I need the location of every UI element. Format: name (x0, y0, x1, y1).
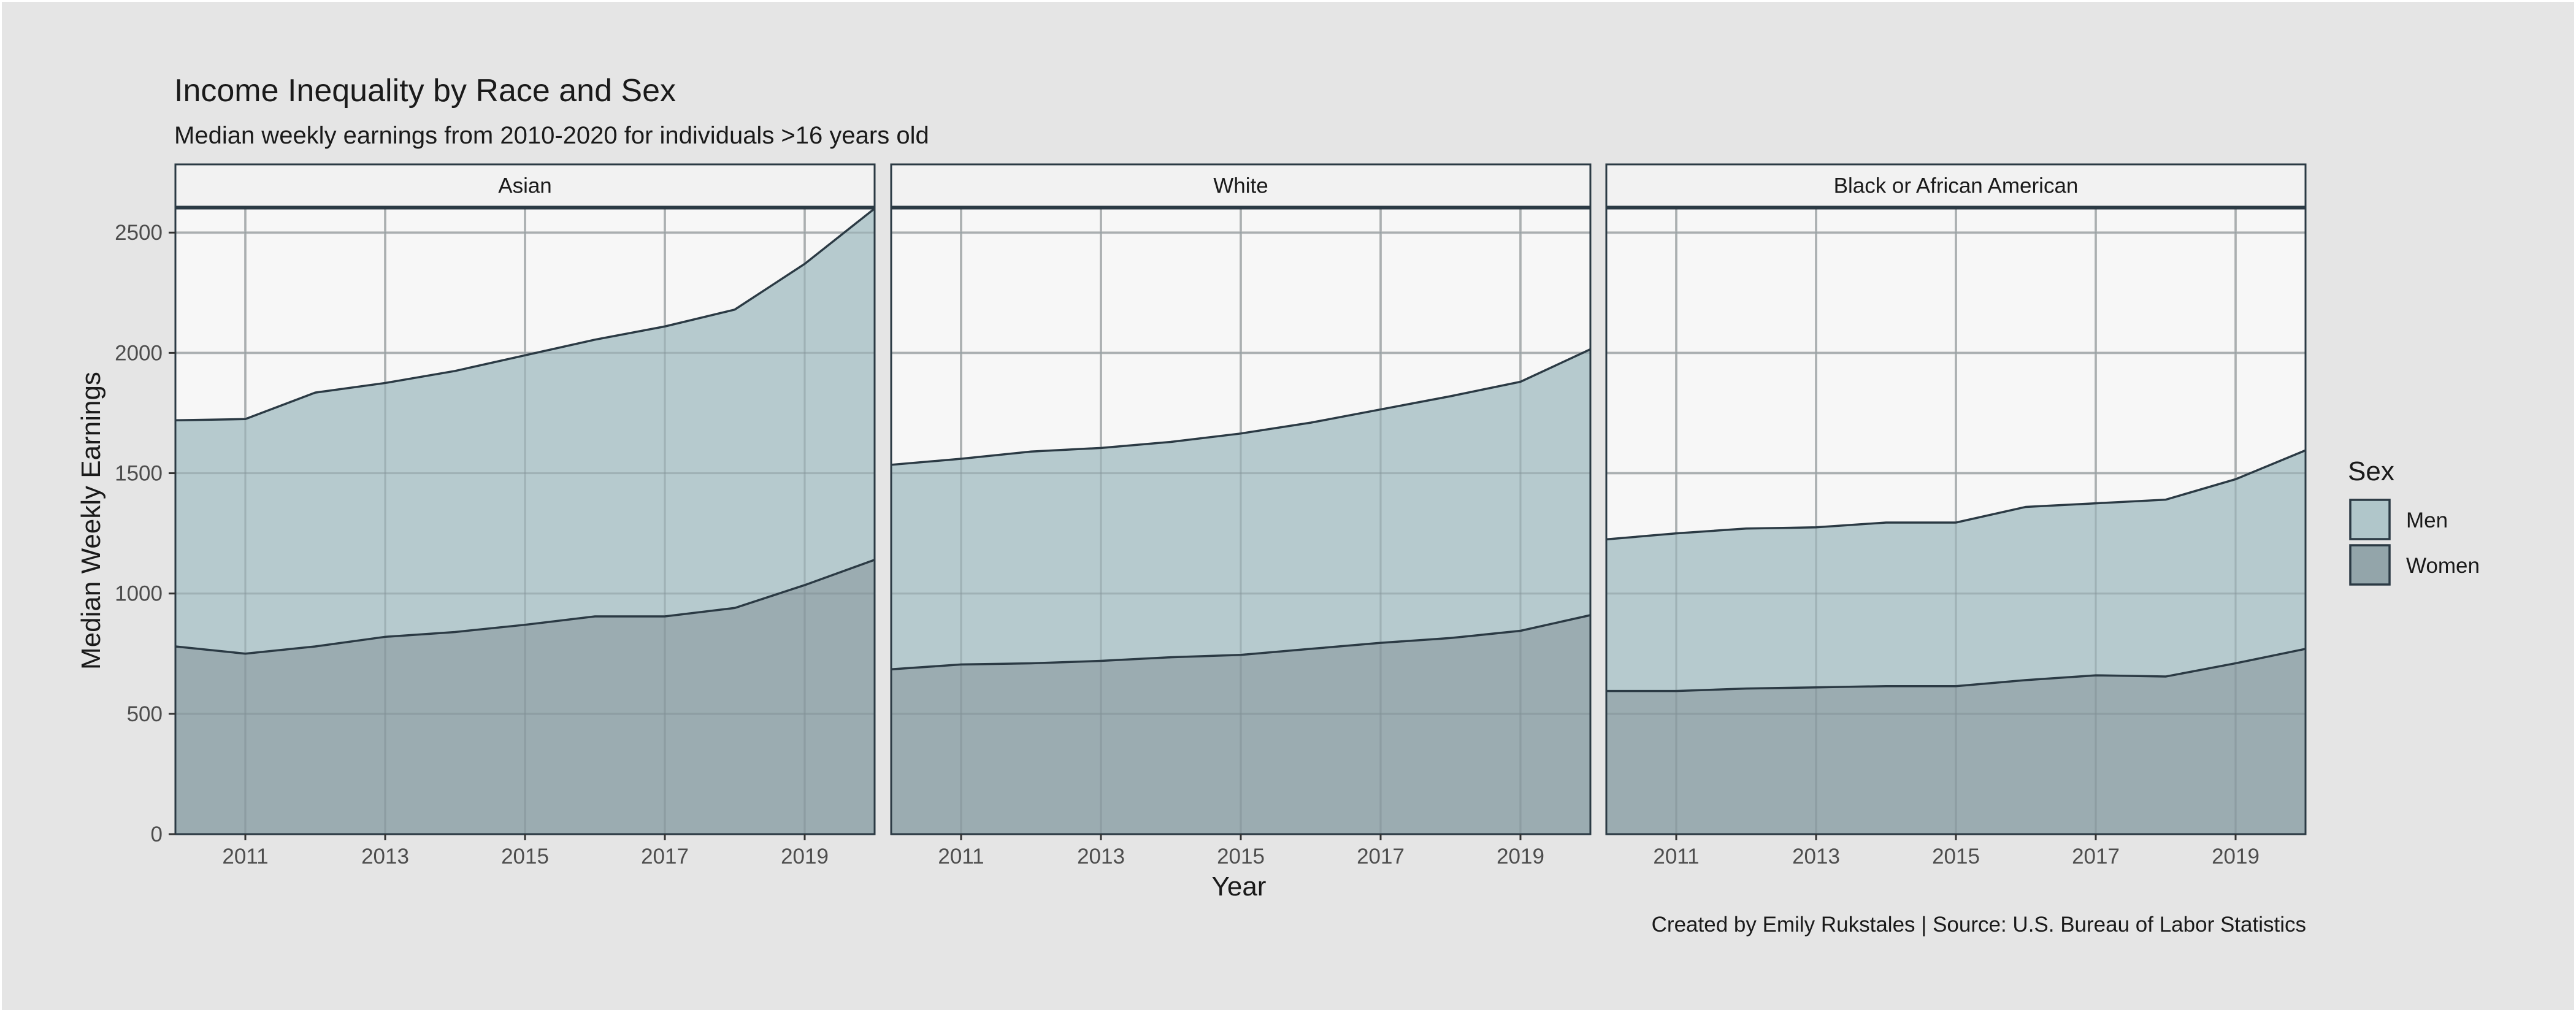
line-women (891, 614, 1591, 671)
chart-title: Income Inequality by Race and Sex (174, 73, 676, 109)
line-men (1606, 449, 2306, 541)
facet-strip (890, 163, 1592, 208)
area-men (1606, 450, 2306, 691)
x-tick-label: 2017 (1357, 845, 1405, 868)
x-tick-label: 2013 (1792, 845, 1840, 868)
facet-panel: Asian 2011 2013 2015 2017 2019 (174, 163, 876, 868)
y-tick-label: 500 (127, 702, 163, 726)
x-tick-label: 2013 (1077, 845, 1125, 868)
legend-key (2349, 499, 2391, 540)
legend-label: Women (2406, 554, 2480, 578)
facet-panel: White 2011 2013 2015 2017 2019 (890, 163, 1592, 868)
legend-key (2349, 544, 2391, 586)
legend-label: Men (2406, 508, 2448, 532)
facet-strip-label: Black or African American (1834, 174, 2079, 198)
facet-strip-label: Asian (498, 174, 552, 198)
chart-caption: Created by Emily Rukstales | Source: U.S… (1652, 913, 2306, 937)
y-tick-label: 1000 (115, 582, 163, 606)
x-tick-label: 2017 (641, 845, 689, 868)
legend: Sex Men Women (2348, 456, 2480, 586)
x-tick-label: 2015 (1217, 845, 1265, 868)
x-tick-label: 2015 (501, 845, 549, 868)
area-men (175, 209, 875, 654)
x-tick-label: 2015 (1932, 845, 1980, 868)
line-women (175, 559, 875, 655)
facet-panel: Black or African American 2011 2013 2015 201… (1605, 163, 2307, 868)
x-axis-label: Year (1212, 872, 1267, 902)
x-tick-label: 2011 (222, 845, 268, 868)
legend-title: Sex (2348, 456, 2394, 486)
facet-strip (1605, 163, 2307, 208)
y-axis: 0 500 1000 1500 2000 2500 (115, 221, 175, 846)
facet-strip (174, 163, 876, 208)
x-tick-label: 2019 (2212, 845, 2260, 868)
chart-subtitle: Median weekly earnings from 2010-2020 fo… (174, 122, 929, 149)
facet-strip-label: White (1213, 174, 1268, 198)
line-men (175, 207, 876, 421)
y-axis-label: Median Weekly Earnings (76, 372, 106, 670)
facet-panels: Asian 2011 2013 2015 2017 2019 White 2011 2013 20… (174, 163, 2307, 868)
y-tick-label: 1500 (115, 462, 163, 486)
area-women (175, 559, 875, 834)
y-tick-label: 2500 (115, 221, 163, 245)
y-tick-label: 0 (151, 822, 163, 846)
x-tick-label: 2011 (1653, 845, 1699, 868)
area-women (891, 615, 1590, 834)
line-men (891, 348, 1591, 466)
x-tick-label: 2019 (1497, 845, 1544, 868)
x-tick-label: 2019 (781, 845, 829, 868)
area-men (891, 349, 1590, 670)
x-tick-label: 2013 (361, 845, 409, 868)
line-women (1606, 648, 2306, 692)
x-tick-label: 2011 (938, 845, 984, 868)
y-tick-label: 2000 (115, 341, 163, 365)
x-tick-label: 2017 (2072, 845, 2120, 868)
area-women (1606, 648, 2306, 834)
